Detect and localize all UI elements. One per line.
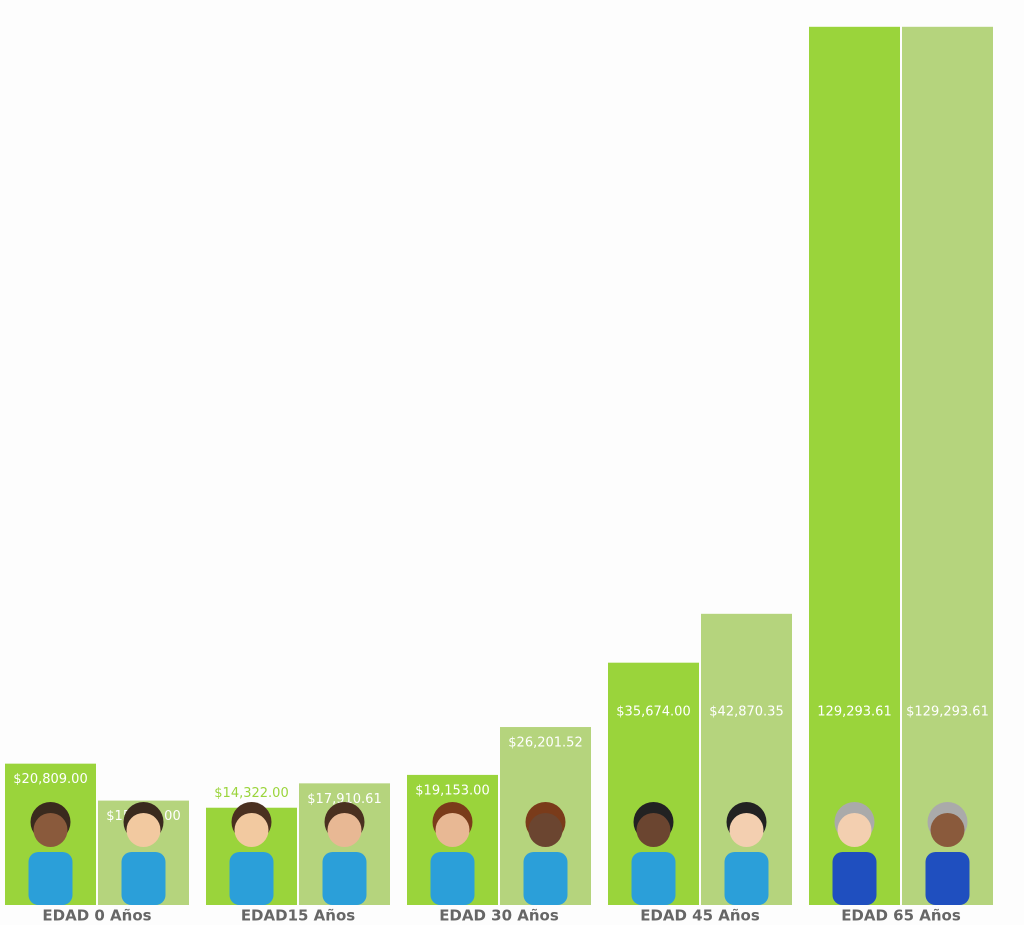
avatar-body [28, 852, 73, 905]
bar [809, 26, 900, 905]
avatar-body [322, 852, 367, 905]
category-label: EDAD 45 Años [640, 907, 760, 925]
avatar-head [327, 813, 362, 847]
value-label: 129,293.61 [817, 705, 891, 720]
avatar-head [837, 813, 872, 847]
value-label: $35,674.00 [616, 705, 690, 720]
category-label: EDAD15 Años [241, 907, 355, 925]
value-label: $129,293.61 [906, 705, 989, 720]
value-label: $17,910.61 [307, 792, 381, 807]
avatar-head [126, 813, 161, 847]
avatar-body [430, 852, 475, 905]
category-label: EDAD 0 Años [42, 907, 151, 925]
avatar-body [229, 852, 274, 905]
avatar-head [528, 813, 563, 847]
value-label: $20,809.00 [13, 772, 87, 787]
avatar-body [724, 852, 769, 905]
value-label: $42,870.35 [709, 705, 783, 720]
value-label: $14,322.00 [214, 786, 288, 801]
avatar-body [523, 852, 568, 905]
avatar-head [729, 813, 764, 847]
bar [902, 26, 993, 905]
avatar-head [636, 813, 671, 847]
avatar-body [832, 852, 877, 905]
category-label: EDAD 65 Años [841, 907, 961, 925]
avatar-head [33, 813, 68, 847]
avatar-body [121, 852, 166, 905]
category-label: EDAD 30 Años [439, 907, 559, 925]
avatar-head [435, 813, 470, 847]
value-label: $26,201.52 [508, 736, 582, 751]
avatar-body [925, 852, 970, 905]
avatar-head [930, 813, 965, 847]
avatar-body [631, 852, 676, 905]
avatar-head [234, 813, 269, 847]
value-label: $19,153.00 [415, 783, 489, 798]
